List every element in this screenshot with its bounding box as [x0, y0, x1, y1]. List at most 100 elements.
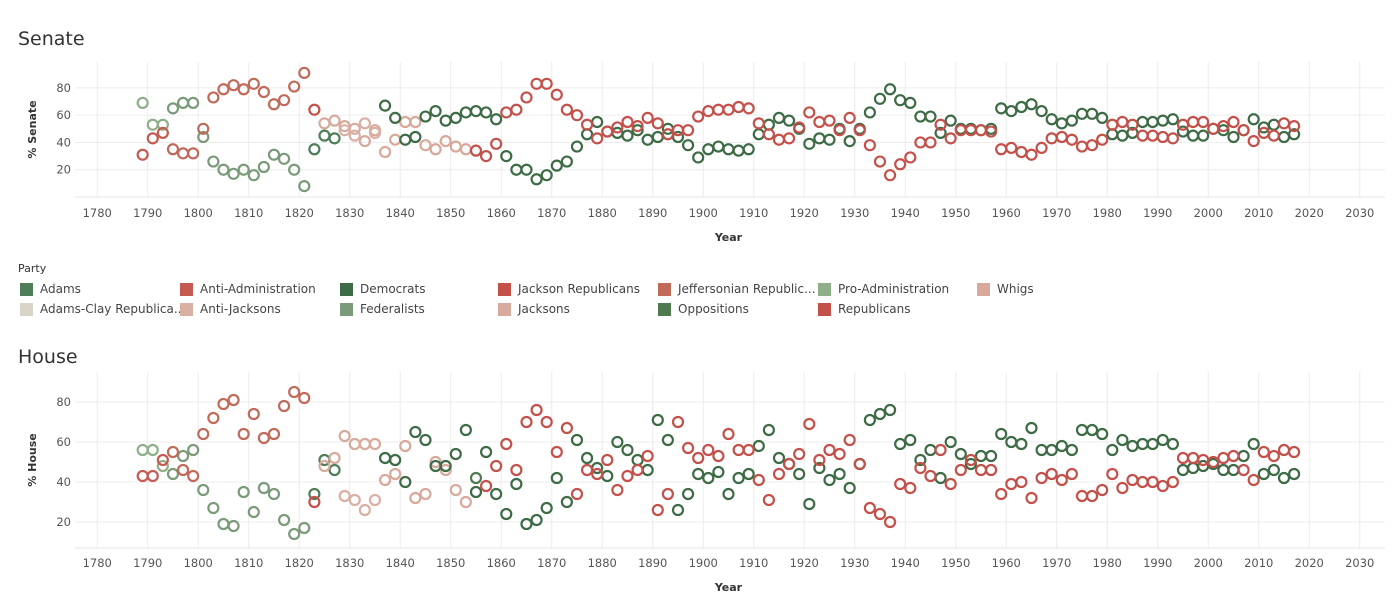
data-point[interactable]: [681, 124, 695, 137]
data-point[interactable]: [995, 487, 1008, 501]
data-point[interactable]: [631, 463, 644, 477]
data-point[interactable]: [540, 501, 553, 515]
data-point[interactable]: [237, 427, 250, 441]
data-point[interactable]: [136, 469, 149, 483]
data-point[interactable]: [692, 467, 705, 481]
data-point[interactable]: [702, 443, 715, 457]
data-point[interactable]: [429, 455, 442, 469]
data-point[interactable]: [187, 469, 200, 483]
data-point[interactable]: [1267, 129, 1280, 142]
data-point[interactable]: [479, 106, 493, 119]
data-point[interactable]: [712, 449, 725, 463]
data-point[interactable]: [197, 122, 210, 135]
data-point[interactable]: [843, 481, 856, 495]
data-point[interactable]: [843, 111, 856, 125]
data-point[interactable]: [1197, 129, 1210, 142]
data-point[interactable]: [237, 163, 250, 176]
data-point[interactable]: [500, 437, 513, 451]
data-point[interactable]: [288, 80, 301, 93]
data-point[interactable]: [631, 119, 644, 133]
data-point[interactable]: [934, 443, 947, 457]
data-point[interactable]: [641, 111, 654, 125]
data-point[interactable]: [469, 485, 483, 499]
data-point[interactable]: [257, 160, 270, 174]
data-point[interactable]: [227, 393, 240, 407]
data-point[interactable]: [550, 471, 563, 485]
data-point[interactable]: [429, 143, 442, 156]
data-point[interactable]: [823, 443, 836, 457]
data-point[interactable]: [934, 118, 947, 131]
data-point[interactable]: [762, 493, 775, 507]
data-point[interactable]: [793, 121, 806, 134]
data-point[interactable]: [742, 102, 755, 115]
data-point[interactable]: [419, 487, 432, 501]
data-point[interactable]: [348, 437, 361, 451]
data-point[interactable]: [1065, 467, 1078, 481]
data-point[interactable]: [1166, 475, 1179, 489]
data-point[interactable]: [1277, 443, 1291, 457]
data-point[interactable]: [1176, 451, 1190, 465]
data-point[interactable]: [1237, 124, 1250, 137]
data-point[interactable]: [389, 467, 402, 481]
data-point[interactable]: [1227, 115, 1240, 129]
data-point[interactable]: [1287, 467, 1301, 481]
data-point[interactable]: [1227, 449, 1240, 463]
legend-item[interactable]: Jeffersonian Republic...: [658, 281, 816, 297]
data-point[interactable]: [601, 453, 614, 467]
data-point[interactable]: [1045, 467, 1058, 481]
data-point[interactable]: [409, 425, 422, 439]
data-point[interactable]: [166, 445, 180, 459]
data-point[interactable]: [752, 117, 765, 130]
data-point[interactable]: [328, 132, 341, 145]
data-point[interactable]: [914, 453, 927, 467]
data-point[interactable]: [399, 439, 412, 453]
data-point[interactable]: [358, 117, 371, 130]
data-point[interactable]: [722, 487, 735, 501]
data-point[interactable]: [257, 481, 270, 495]
data-point[interactable]: [833, 124, 846, 137]
data-point[interactable]: [803, 417, 816, 431]
data-point[interactable]: [651, 117, 664, 130]
data-point[interactable]: [863, 501, 876, 515]
data-point[interactable]: [1005, 141, 1018, 155]
data-point[interactable]: [692, 151, 705, 164]
data-point[interactable]: [247, 77, 260, 90]
data-point[interactable]: [1166, 113, 1179, 126]
data-point[interactable]: [742, 443, 755, 457]
data-point[interactable]: [782, 132, 796, 145]
data-point[interactable]: [166, 143, 180, 156]
data-point[interactable]: [1106, 443, 1119, 457]
data-point[interactable]: [611, 435, 624, 449]
data-point[interactable]: [1287, 445, 1301, 459]
data-point[interactable]: [449, 483, 462, 497]
data-point[interactable]: [520, 415, 533, 429]
data-point[interactable]: [368, 437, 382, 451]
data-point[interactable]: [449, 111, 462, 125]
data-point[interactable]: [692, 110, 705, 123]
data-point[interactable]: [762, 128, 775, 141]
data-point[interactable]: [984, 125, 998, 138]
data-point[interactable]: [1045, 113, 1058, 126]
data-point[interactable]: [399, 475, 412, 489]
data-point[interactable]: [1166, 132, 1179, 145]
data-point[interactable]: [1217, 119, 1230, 133]
data-point[interactable]: [328, 463, 341, 477]
data-point[interactable]: [237, 83, 250, 96]
data-point[interactable]: [823, 473, 836, 487]
data-point[interactable]: [924, 110, 937, 123]
data-point[interactable]: [298, 66, 311, 80]
data-point[interactable]: [1247, 473, 1260, 487]
data-point[interactable]: [368, 493, 382, 507]
data-point[interactable]: [338, 429, 351, 443]
data-point[interactable]: [560, 155, 573, 168]
data-point[interactable]: [1197, 115, 1210, 129]
data-point[interactable]: [1237, 463, 1250, 477]
data-point[interactable]: [227, 167, 240, 180]
data-point[interactable]: [378, 145, 392, 159]
data-point[interactable]: [974, 463, 988, 477]
data-point[interactable]: [853, 457, 866, 471]
data-point[interactable]: [883, 403, 897, 417]
data-point[interactable]: [712, 465, 725, 479]
data-point[interactable]: [490, 459, 503, 473]
data-point[interactable]: [621, 115, 634, 129]
